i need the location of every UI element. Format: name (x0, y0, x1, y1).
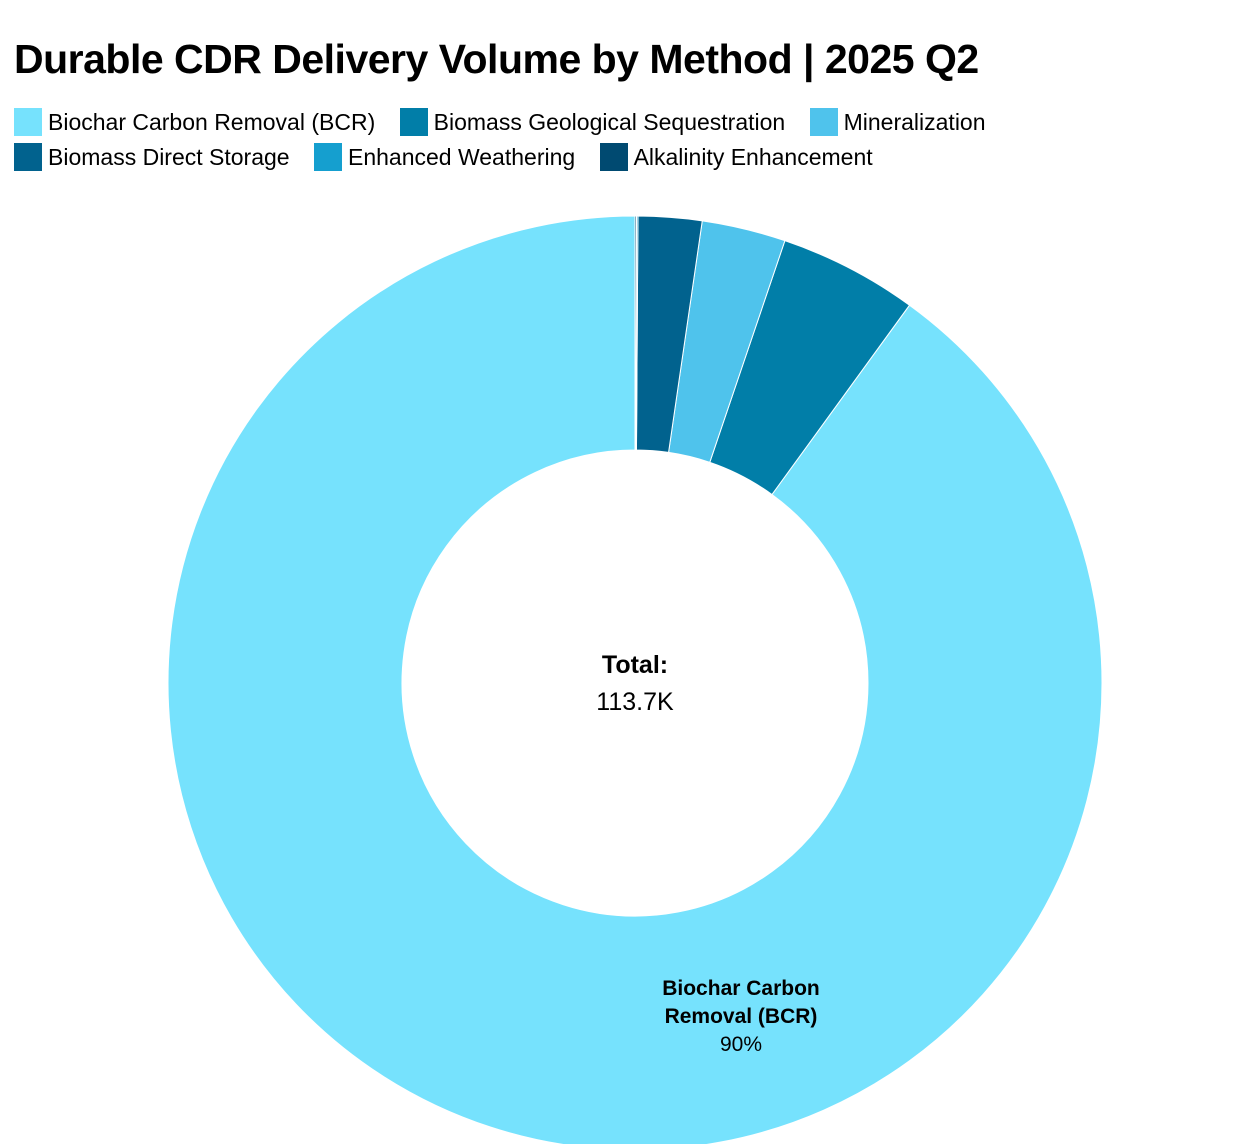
legend-swatch (809, 108, 838, 136)
donut-slice-0[interactable] (167, 215, 1103, 1144)
legend-swatch (14, 108, 42, 136)
slice-label-name-line-1: Biochar Carbon (662, 977, 820, 1000)
legend-label: Enhanced Weathering (347, 144, 576, 170)
legend-swatch (313, 143, 342, 171)
legend-label: Biomass Geological Sequestration (433, 109, 786, 135)
legend-label: Biomass Direct Storage (48, 144, 290, 170)
donut-slices (167, 215, 1103, 1144)
legend-item-alkalinity[interactable]: Alkalinity Enhancement (599, 140, 873, 175)
legend-label: Mineralization (843, 109, 986, 135)
slice-label-percent: 90% (720, 1033, 762, 1056)
chart-title: Durable CDR Delivery Volume by Method | … (14, 36, 979, 82)
legend-item-biomass-geological[interactable]: Biomass Geological Sequestration (399, 105, 786, 140)
legend-item-enhanced-weathering[interactable]: Enhanced Weathering (313, 140, 576, 175)
legend-label: Biochar Carbon Removal (BCR) (48, 109, 376, 135)
center-total-title: Total: (602, 651, 668, 679)
donut-slice-5[interactable] (634, 215, 637, 451)
legend-label: Alkalinity Enhancement (633, 144, 873, 170)
legend-swatch (399, 108, 428, 136)
legend-item-mineralization[interactable]: Mineralization (809, 105, 986, 140)
legend-item-biochar[interactable]: Biochar Carbon Removal (BCR) (14, 105, 375, 140)
legend-item-biomass-direct[interactable]: Biomass Direct Storage (14, 140, 290, 175)
legend-swatch (599, 143, 628, 171)
chart-legend: Biochar Carbon Removal (BCR) Biomass Geo… (14, 105, 1236, 175)
slice-label-name-line-2: Removal (BCR) (665, 1005, 818, 1028)
center-total-value: 113.7K (596, 688, 674, 716)
legend-swatch (14, 143, 42, 171)
